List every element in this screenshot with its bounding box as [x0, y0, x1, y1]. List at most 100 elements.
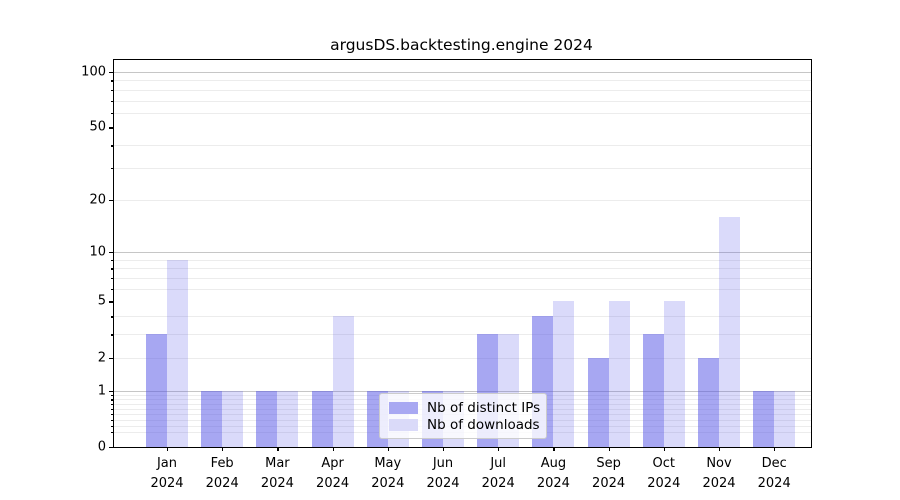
x-tick — [167, 447, 169, 451]
chart-title: argusDS.backtesting.engine 2024 — [330, 36, 593, 54]
y-gridline-minor — [114, 89, 811, 91]
legend-label-downloads: Nb of downloads — [427, 416, 540, 433]
bar-distinct-ips-apr — [311, 390, 333, 447]
bar-distinct-ips-oct — [642, 334, 664, 447]
y-minor-tick — [111, 316, 114, 318]
y-gridline-major — [114, 252, 811, 254]
y-minor-tick — [111, 419, 114, 421]
y-gridline-minor — [114, 268, 811, 270]
y-gridline-minor — [114, 259, 811, 261]
y-minor-tick — [111, 408, 114, 411]
bar-distinct-ips-nov — [698, 357, 719, 447]
x-tick — [277, 447, 279, 451]
y-tick-label: 1 — [97, 383, 106, 399]
x-tick-label: Jun 2024 — [426, 456, 460, 491]
x-tick-label: Jul 2024 — [481, 456, 515, 491]
y-minor-tick — [111, 100, 114, 102]
x-tick-label: Mar 2024 — [260, 456, 294, 491]
x-tick — [443, 447, 445, 451]
legend-swatch-downloads — [389, 418, 418, 431]
y-gridline-minor — [114, 288, 811, 290]
bar-downloads-nov — [719, 216, 740, 447]
x-tick-label: Apr 2024 — [316, 456, 350, 491]
y-minor-tick — [111, 80, 114, 82]
y-gridline-minor — [114, 100, 811, 102]
y-minor-tick — [111, 425, 114, 427]
plot-area: Nb of distinct IPs Nb of downloads 0 1 2 5 1… — [81, 59, 812, 491]
y-gridline-minor — [114, 80, 811, 82]
y-tick-label: 50 — [89, 119, 106, 135]
bar-downloads-aug — [553, 301, 575, 447]
x-tick — [719, 447, 721, 451]
y-gridline-minor — [114, 334, 811, 336]
y-gridline-minor — [114, 278, 811, 279]
legend: Nb of distinct IPs Nb of downloads — [379, 393, 547, 439]
y-tick — [109, 390, 113, 392]
bar-downloads-sep — [608, 301, 630, 447]
y-tick — [109, 301, 113, 303]
x-tick-label: May 2024 — [371, 456, 405, 491]
x-tick — [553, 447, 555, 451]
bar-downloads-apr — [332, 316, 354, 447]
y-tick — [109, 357, 113, 360]
x-tick-label: Oct 2024 — [647, 456, 681, 491]
bar-distinct-ips-sep — [587, 357, 609, 447]
bar-distinct-ips-dec — [753, 390, 775, 447]
y-minor-tick — [111, 399, 114, 401]
y-gridline-minor — [114, 357, 811, 359]
bar-downloads-jan — [167, 259, 188, 447]
y-minor-tick — [111, 278, 114, 280]
y-gridline-major — [114, 390, 811, 392]
bar-downloads-mar — [277, 390, 299, 447]
legend-label-distinct-ips: Nb of distinct IPs — [427, 399, 541, 416]
y-tick — [109, 127, 113, 129]
y-minor-tick — [111, 268, 114, 270]
y-tick-label: 0 — [97, 439, 106, 455]
x-tick-label: Feb 2024 — [205, 456, 239, 491]
x-tick-label: Jan 2024 — [150, 456, 184, 491]
x-tick-label: Dec 2024 — [757, 456, 791, 491]
y-minor-tick — [111, 145, 114, 147]
y-tick — [109, 252, 113, 254]
bar-distinct-ips-jan — [146, 334, 167, 447]
legend-item-distinct-ips: Nb of distinct IPs — [389, 399, 541, 416]
bar-downloads-dec — [774, 390, 796, 447]
y-tick — [109, 447, 113, 449]
x-tick-label: Sep 2024 — [592, 456, 626, 491]
x-tick — [332, 447, 334, 451]
x-tick-label: Nov 2024 — [702, 456, 736, 491]
y-tick-label: 10 — [89, 244, 106, 260]
y-minor-tick — [111, 288, 114, 291]
y-gridline-minor — [114, 167, 811, 169]
y-gridline-minor — [114, 316, 811, 318]
y-gridline-minor — [114, 112, 811, 114]
y-minor-tick — [111, 403, 114, 406]
y-tick — [109, 199, 113, 201]
y-gridline-major — [114, 71, 811, 73]
y-minor-tick — [111, 414, 114, 416]
y-minor-tick — [111, 394, 114, 397]
y-minor-tick — [111, 89, 114, 92]
legend-item-downloads: Nb of downloads — [389, 416, 540, 433]
x-tick — [608, 447, 610, 451]
x-tick — [387, 447, 390, 451]
y-minor-tick — [111, 432, 114, 434]
x-tick — [498, 447, 500, 451]
x-tick — [774, 447, 776, 451]
x-tick — [222, 447, 224, 451]
y-minor-tick — [111, 112, 114, 115]
y-minor-tick — [111, 259, 114, 262]
y-tick — [109, 71, 113, 74]
y-gridline-minor — [114, 145, 811, 147]
bar-downloads-oct — [663, 301, 685, 447]
y-tick-label: 5 — [97, 293, 106, 309]
x-tick-label: Aug 2024 — [536, 456, 570, 491]
y-tick-label: 20 — [89, 192, 106, 208]
bar-downloads-feb — [222, 390, 244, 447]
legend-swatch-distinct-ips — [389, 401, 418, 414]
y-gridline-minor — [114, 199, 811, 201]
bar-distinct-ips-mar — [256, 390, 278, 447]
y-minor-tick — [111, 167, 114, 170]
y-tick-label: 2 — [97, 350, 106, 366]
